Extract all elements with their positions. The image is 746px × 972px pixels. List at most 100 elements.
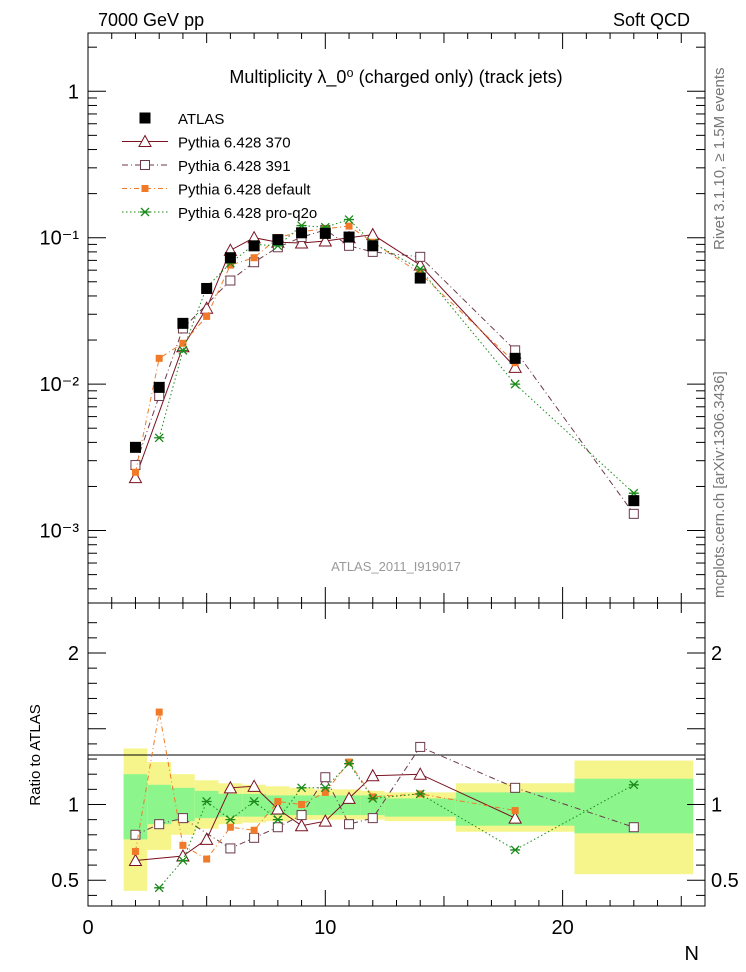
ratio-point-pythia-6-428-pro-q2o xyxy=(320,783,331,793)
header-right: Soft QCD xyxy=(613,10,690,30)
watermark: ATLAS_2011_I919017 xyxy=(331,559,461,574)
data-point-pythia-6-428-391 xyxy=(344,240,355,251)
band-inner xyxy=(194,790,219,819)
data-point-pythia-6-428-370 xyxy=(128,470,143,484)
ratio-point-pythia-6-428-391 xyxy=(225,843,236,854)
ratio-point-pythia-6-428-pro-q2o xyxy=(628,780,639,790)
ratio-point-pythia-6-428-391 xyxy=(344,819,355,830)
ratio-y-tick-label: 0.5 xyxy=(51,870,79,892)
data-point-pythia-6-428-default xyxy=(345,222,353,230)
data-point-atlas xyxy=(628,495,640,507)
ratio-point-pythia-6-428-391 xyxy=(272,822,283,833)
ratio-point-pythia-6-428-pro-q2o xyxy=(272,815,283,825)
ratio-uncertainty-bands xyxy=(123,748,694,891)
ratio-point-pythia-6-428-370 xyxy=(247,779,261,792)
ratio-point-pythia-6-428-391 xyxy=(415,741,426,752)
data-point-pythia-6-428-default xyxy=(226,261,234,269)
ratio-point-pythia-6-428-default xyxy=(321,788,329,796)
ratio-y-tick-label: 1 xyxy=(68,794,79,816)
ratio-point-pythia-6-428-391 xyxy=(367,813,378,824)
ratio-point-pythia-6-428-370 xyxy=(199,832,214,845)
plot-title: Multiplicity λ_0⁰ (charged only) (track … xyxy=(229,67,562,88)
y-tick-label: 10⁻¹ xyxy=(40,228,80,250)
legend: ATLAS Pythia 6.428 370 Pythia 6.428 391 Pyt… xyxy=(122,111,317,222)
legend-entry-atlas: ATLAS xyxy=(139,111,224,128)
ratio-point-pythia-6-428-pro-q2o xyxy=(296,783,307,793)
ratio-point-pythia-6-428-pro-q2o xyxy=(415,789,426,799)
ratio-point-pythia-6-428-370 xyxy=(508,811,522,824)
legend-label-pythia-6-428-pro-q2o: Pythia 6.428 pro-q2o xyxy=(178,205,317,222)
data-point-pythia-6-428-pro-q2o xyxy=(415,264,426,274)
ratio-point-pythia-6-428-391 xyxy=(510,782,521,793)
ratio-point-pythia-6-428-370 xyxy=(294,818,309,832)
ratio-point-pythia-6-428-391 xyxy=(628,822,639,833)
ratio-point-pythia-6-428-default xyxy=(155,708,163,716)
ratio-series-pythia-6-428-370 xyxy=(128,767,522,867)
ratio-point-pythia-6-428-370 xyxy=(223,780,238,794)
ratio-y-tick-label-right: 1 xyxy=(711,794,722,816)
ratio-point-pythia-6-428-370 xyxy=(413,767,428,780)
legend-marker-pythia-6-428-pro-q2o xyxy=(140,207,150,217)
ratio-point-pythia-6-428-pro-q2o xyxy=(177,856,188,866)
legend-entry-pythia-6-428-pro-q2o: Pythia 6.428 pro-q2o xyxy=(122,205,317,222)
ratio-point-pythia-6-428-pro-q2o xyxy=(249,797,260,806)
band-inner xyxy=(384,798,456,817)
ratio-point-pythia-6-428-default xyxy=(298,800,306,808)
ratio-point-pythia-6-428-370 xyxy=(128,853,143,867)
band-inner xyxy=(313,795,338,816)
x-axis-label: N xyxy=(685,943,699,965)
band-inner xyxy=(123,774,148,840)
ratio-point-pythia-6-428-pro-q2o xyxy=(225,815,236,825)
ratio-point-pythia-6-428-default xyxy=(131,847,139,855)
mcplots-label: mcplots.cern.ch [arXiv:1306.3436] xyxy=(711,371,728,598)
data-point-pythia-6-428-pro-q2o xyxy=(344,215,355,225)
data-point-atlas xyxy=(224,252,236,264)
ratio-point-pythia-6-428-default xyxy=(511,807,519,815)
data-point-pythia-6-428-default xyxy=(131,468,139,476)
ratio-point-pythia-6-428-370 xyxy=(271,801,285,815)
ratio-point-pythia-6-428-default xyxy=(226,823,234,831)
band-inner xyxy=(147,784,172,825)
data-point-pythia-6-428-default xyxy=(250,254,258,262)
rivet-label: Rivet 3.1.10, ≥ 1.5M events xyxy=(711,68,728,251)
ratio-y-tick-label-right: 2 xyxy=(711,643,722,665)
ratio-point-pythia-6-428-370 xyxy=(318,814,333,827)
data-point-atlas xyxy=(201,282,213,294)
legend-marker-pythia-6-428-370 xyxy=(138,134,152,147)
data-point-atlas xyxy=(248,240,260,252)
legend-entry-pythia-6-428-391: Pythia 6.428 391 xyxy=(122,158,291,175)
data-point-atlas xyxy=(129,441,141,453)
ratio-point-pythia-6-428-pro-q2o xyxy=(510,845,521,855)
ratio-point-pythia-6-428-391 xyxy=(177,813,188,824)
header-left: 7000 GeV pp xyxy=(98,10,204,30)
ratio-panel: 0.5 0.51 12 20 10 20 Ratio to ATLAS N xyxy=(27,602,739,965)
legend-label-pythia-6-428-default: Pythia 6.428 default xyxy=(178,182,311,199)
ratio-point-pythia-6-428-370 xyxy=(342,791,356,804)
data-point-atlas xyxy=(509,352,521,364)
data-point-atlas xyxy=(272,234,284,246)
legend-label-pythia-6-428-370: Pythia 6.428 370 xyxy=(178,135,291,152)
data-point-pythia-6-428-391 xyxy=(415,251,426,262)
data-point-pythia-6-428-pro-q2o xyxy=(177,345,188,355)
series-atlas xyxy=(129,227,640,507)
y-tick-label: 10⁻³ xyxy=(40,521,80,543)
ratio-point-pythia-6-428-default xyxy=(250,826,258,834)
ratio-series-pythia-6-428-391 xyxy=(130,741,639,854)
ratio-point-pythia-6-428-pro-q2o xyxy=(367,793,378,803)
data-point-pythia-6-428-pro-q2o xyxy=(510,379,521,389)
ratio-series-layer xyxy=(128,708,639,893)
data-point-pythia-6-428-391 xyxy=(225,275,236,286)
series-pythia-6-428-370 xyxy=(128,227,522,484)
ratio-y-label: Ratio to ATLAS xyxy=(27,704,44,805)
main-panel: 10⁻³ 10⁻² 10⁻¹ 1 Multiplicity λ_0⁰ (charged… xyxy=(40,32,706,604)
ratio-point-pythia-6-428-391 xyxy=(154,819,165,830)
data-point-pythia-6-428-391 xyxy=(628,508,639,519)
legend-label-atlas: ATLAS xyxy=(178,111,224,128)
data-point-pythia-6-428-pro-q2o xyxy=(154,433,165,443)
band-inner xyxy=(360,795,385,816)
ratio-series-pythia-6-428-pro-q2o xyxy=(154,759,639,893)
ratio-point-pythia-6-428-default xyxy=(274,797,282,805)
main-axis-ticks: 10⁻³ 10⁻² 10⁻¹ 1 xyxy=(40,33,706,603)
data-point-pythia-6-428-370 xyxy=(318,233,333,247)
x-tick-label: 0 xyxy=(82,917,93,939)
